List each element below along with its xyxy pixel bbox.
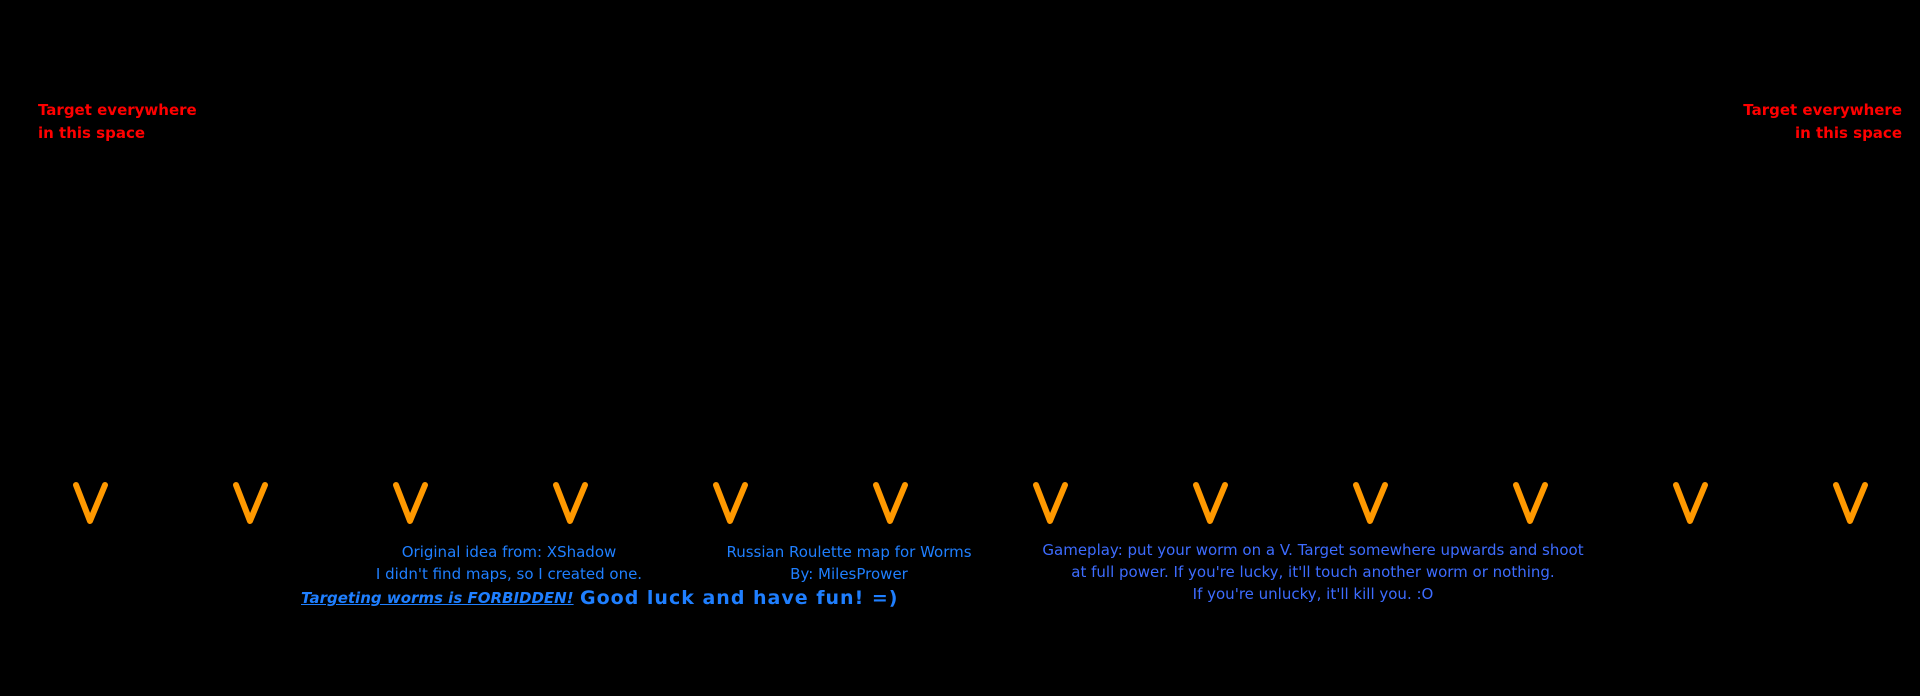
target-label-line: Target everywhere bbox=[1743, 101, 1902, 119]
spawn-marker-v bbox=[1029, 480, 1073, 526]
forbidden-warning: Targeting worms is FORBIDDEN! bbox=[301, 589, 574, 607]
spawn-marker-v bbox=[389, 480, 433, 526]
target-label-line: in this space bbox=[38, 124, 146, 142]
spawn-marker-v bbox=[709, 480, 753, 526]
target-zone-label-left: Target everywhere in this space bbox=[38, 99, 197, 145]
spawn-marker-v bbox=[1669, 480, 1713, 526]
target-zone-label-right: Target everywhere in this space bbox=[1743, 99, 1902, 145]
spawn-marker-v bbox=[1189, 480, 1233, 526]
spawn-marker-v bbox=[1829, 480, 1873, 526]
spawn-marker-v bbox=[869, 480, 913, 526]
gameplay-line: Gameplay: put your worm on a V. Target s… bbox=[1042, 541, 1584, 559]
spawn-marker-v bbox=[69, 480, 113, 526]
credits-line: I didn't find maps, so I created one. bbox=[375, 565, 643, 583]
spawn-marker-v bbox=[229, 480, 273, 526]
credits-text: Original idea from: XShadow I didn't fin… bbox=[376, 541, 642, 585]
spawn-marker-v bbox=[1509, 480, 1553, 526]
good-luck-text: Good luck and have fun! =) bbox=[580, 587, 899, 609]
target-label-line: Target everywhere bbox=[38, 101, 197, 119]
spawn-marker-v bbox=[549, 480, 593, 526]
gameplay-line: If you're unlucky, it'll kill you. :O bbox=[1192, 585, 1434, 603]
target-label-line: in this space bbox=[1794, 124, 1902, 142]
map-author: By: MilesPrower bbox=[790, 565, 908, 583]
map-title: Russian Roulette map for Worms bbox=[726, 543, 972, 561]
map-title-text: Russian Roulette map for Worms By: Miles… bbox=[726, 541, 971, 585]
credits-line: Original idea from: XShadow bbox=[401, 543, 617, 561]
spawn-marker-v bbox=[1349, 480, 1393, 526]
gameplay-line: at full power. If you're lucky, it'll to… bbox=[1071, 563, 1555, 581]
gameplay-instructions: Gameplay: put your worm on a V. Target s… bbox=[1042, 539, 1583, 605]
